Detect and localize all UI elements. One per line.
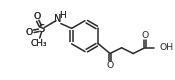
Text: O: O — [33, 12, 40, 21]
Text: N: N — [54, 14, 62, 24]
Text: O: O — [141, 31, 148, 40]
Text: H: H — [60, 11, 66, 20]
Text: O: O — [106, 61, 114, 70]
Text: O: O — [33, 12, 40, 21]
Text: S: S — [38, 24, 45, 34]
Text: S: S — [38, 24, 45, 34]
Text: N: N — [54, 14, 62, 24]
Text: CH₃: CH₃ — [30, 39, 47, 48]
Text: CH₃: CH₃ — [30, 39, 47, 48]
Text: O: O — [26, 28, 33, 37]
Text: H: H — [60, 11, 66, 20]
Text: O: O — [26, 28, 33, 37]
Text: OH: OH — [159, 43, 173, 52]
